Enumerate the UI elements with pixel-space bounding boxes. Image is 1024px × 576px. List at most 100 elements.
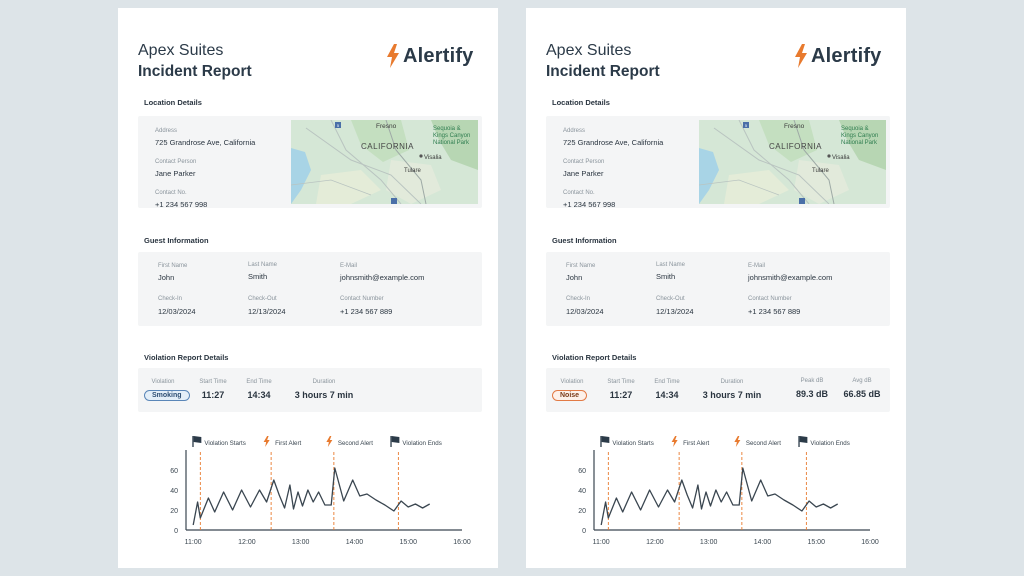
contact-number-label: Contact Number xyxy=(748,296,792,302)
map-graphic: 5 Fresno CALIFORNIA Visalia Tulare Sequo… xyxy=(291,120,478,204)
map-label-visalia: Visalia xyxy=(424,155,442,161)
avg-db-value: 66.85 dB xyxy=(843,389,881,399)
marker-label: First Alert xyxy=(683,440,709,447)
marker-label: Violation Starts xyxy=(204,440,246,447)
report-title: Incident Report xyxy=(546,63,660,80)
marker-label: Violation Ends xyxy=(810,440,849,447)
timeline-chart-svg: 0 20 40 60 11:00 12:00 13:00 14:00 15:00 16:00 Vio… xyxy=(170,436,471,546)
x-tick-label: 15:00 xyxy=(807,539,825,546)
check-out-label: Check-Out xyxy=(248,296,277,302)
guest-information-heading: Guest Information xyxy=(144,236,209,245)
bolt-icon xyxy=(671,436,678,447)
violation-summary-panel: Violation Noise Start Time 11:27 End Tim… xyxy=(546,368,890,412)
contact-number-label: Contact Number xyxy=(340,296,384,302)
location-map[interactable]: 5 Fresno CALIFORNIA Visalia Tulare Sequo… xyxy=(699,120,886,204)
check-out-value: 12/13/2024 xyxy=(656,307,694,316)
x-tick-label: 11:00 xyxy=(593,539,610,546)
x-tick-label: 16:00 xyxy=(453,539,471,546)
map-label-fresno: Fresno xyxy=(784,123,805,130)
address-label: Address xyxy=(563,128,586,134)
start-time-label: Start Time xyxy=(199,379,227,385)
violation-label: Violation xyxy=(151,379,175,385)
map-label-fresno: Fresno xyxy=(376,123,397,130)
check-out-label: Check-Out xyxy=(656,296,685,302)
flag-icon xyxy=(391,436,400,443)
contact-person-label: Contact Person xyxy=(563,159,605,165)
last-name-label: Last Name xyxy=(656,262,686,268)
check-in-value: 12/03/2024 xyxy=(566,307,604,316)
violation-label: Violation xyxy=(560,379,584,385)
y-tick-label: 40 xyxy=(170,488,178,495)
map-label-national-park: National Park xyxy=(433,140,470,146)
flag-icon xyxy=(192,436,194,447)
x-tick-label: 14:00 xyxy=(754,539,772,546)
contact-no-label: Contact No. xyxy=(155,190,187,196)
marker-label: Violation Ends xyxy=(402,440,441,447)
location-details-panel: Address 725 Grandrose Ave, California Co… xyxy=(546,116,890,209)
map-label-visalia: Visalia xyxy=(832,155,850,161)
first-name-value: John xyxy=(566,273,583,282)
flag-icon xyxy=(600,436,602,447)
address-value: 725 Grandrose Ave, California xyxy=(563,138,664,147)
x-tick-label: 13:00 xyxy=(700,539,718,546)
report-header: Apex Suites Incident Report xyxy=(138,40,252,82)
email-label: E-Mail xyxy=(340,263,358,269)
last-name-value: Smith xyxy=(248,272,268,281)
series-line xyxy=(600,467,839,526)
guest-information-heading: Guest Information xyxy=(552,236,617,245)
flag-icon xyxy=(798,436,800,447)
contact-person-label: Contact Person xyxy=(155,159,197,165)
email-value: johnsmith@example.com xyxy=(748,273,833,282)
company-name: Apex Suites xyxy=(138,42,224,59)
check-out-value: 12/13/2024 xyxy=(248,307,286,316)
x-tick-label: 14:00 xyxy=(346,539,364,546)
duration-label: Duration xyxy=(312,379,336,385)
start-time-label: Start Time xyxy=(607,379,635,385)
last-name-label: Last Name xyxy=(248,262,278,268)
y-tick-label: 60 xyxy=(170,468,178,475)
last-name-value: Smith xyxy=(656,272,676,281)
y-tick-label: 0 xyxy=(582,528,586,535)
first-name-label: First Name xyxy=(158,263,188,269)
peak-db-value: 89.3 dB xyxy=(795,389,828,399)
x-tick-label: 16:00 xyxy=(861,539,879,546)
map-label-california: CALIFORNIA xyxy=(769,142,822,151)
y-tick-label: 0 xyxy=(174,528,178,535)
address-label: Address xyxy=(155,128,178,134)
report-header: Apex Suites Incident Report xyxy=(546,40,660,82)
guest-information-panel: First Name John Last Name Smith E-Mail j… xyxy=(138,252,482,326)
violation-timeline-chart: 0 20 40 60 11:00 12:00 13:00 14:00 15:00 16:00 Vio… xyxy=(546,432,886,562)
company-name: Apex Suites xyxy=(546,42,632,59)
avg-db-label: Avg dB xyxy=(852,378,872,384)
location-details-heading: Location Details xyxy=(144,98,202,107)
end-time-label: End Time xyxy=(246,379,272,385)
x-tick-label: 13:00 xyxy=(292,539,310,546)
location-map[interactable]: 5 Fresno CALIFORNIA Visalia Tulare Sequo… xyxy=(291,120,478,204)
start-time-value: 11:27 xyxy=(609,390,633,400)
marker-label: Violation Starts xyxy=(612,440,654,447)
map-label-tulare: Tulare xyxy=(812,168,829,174)
map-label-kings-canyon: Kings Canyon xyxy=(841,133,878,139)
flag-icon xyxy=(799,436,808,443)
email-value: johnsmith@example.com xyxy=(340,273,425,282)
y-tick-label: 20 xyxy=(170,508,178,515)
highway-shield-label: 5 xyxy=(745,123,748,128)
y-tick-label: 60 xyxy=(578,468,586,475)
x-tick-label: 12:00 xyxy=(646,539,664,546)
brand-name: Alertify xyxy=(403,44,474,67)
x-tick-label: 11:00 xyxy=(185,539,202,546)
violation-type-badge: Noise xyxy=(552,390,588,401)
duration-value: 3 hours 7 min xyxy=(702,390,762,400)
y-tick-label: 40 xyxy=(578,488,586,495)
x-tick-label: 12:00 xyxy=(238,539,256,546)
brand-name: Alertify xyxy=(811,44,882,67)
start-time-value: 11:27 xyxy=(201,390,225,400)
map-label-sequoia: Sequoia & xyxy=(841,126,869,132)
marker-label: Second Alert xyxy=(746,440,781,447)
contact-no-label: Contact No. xyxy=(563,190,595,196)
contact-number-value: +1 234 567 889 xyxy=(748,307,801,316)
violation-report-heading: Violation Report Details xyxy=(144,353,229,362)
map-label-kings-canyon: Kings Canyon xyxy=(433,133,470,139)
bolt-icon xyxy=(263,436,270,447)
contact-person-value: Jane Parker xyxy=(563,169,604,178)
